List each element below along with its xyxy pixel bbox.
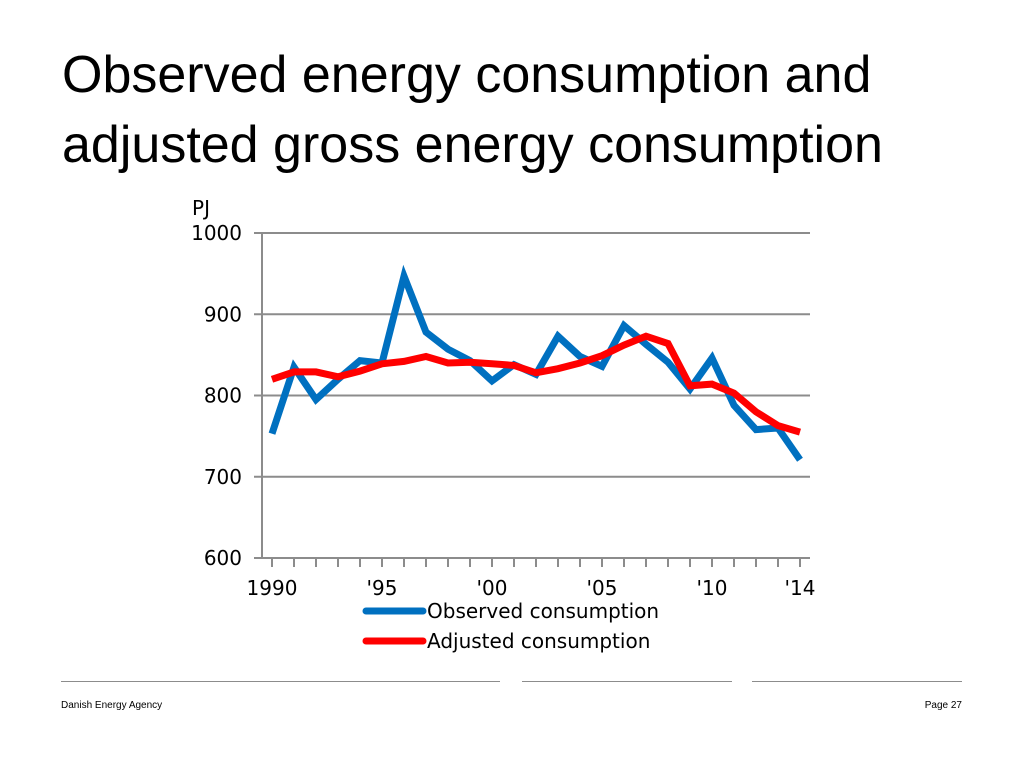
x-tick-label: '05 <box>587 576 618 600</box>
x-tick-label: 1990 <box>247 576 298 600</box>
x-tick-label: '00 <box>477 576 508 600</box>
series-line-adjusted <box>270 332 801 436</box>
x-tick-label: '14 <box>785 576 816 600</box>
slide-title-line-1: Observed energy consumption and <box>62 46 872 104</box>
slide-title: Observed energy consumption and adjusted… <box>62 40 982 180</box>
legend-label-adjusted: Adjusted consumption <box>427 629 650 653</box>
x-tick-label: '95 <box>367 576 398 600</box>
x-tick-label: '10 <box>697 576 728 600</box>
y-tick-label: 900 <box>204 302 242 326</box>
footer-page-number: Page 27 <box>924 700 962 711</box>
footer-rule-right <box>752 681 962 682</box>
slide-title-line-2: adjusted gross energy consumption <box>62 116 883 174</box>
footer-organization: Danish Energy Agency <box>61 700 163 711</box>
y-axis-label: PJ <box>192 196 210 220</box>
y-tick-label: 800 <box>204 384 242 408</box>
series-line-observed <box>268 264 803 462</box>
y-tick-label: 600 <box>204 546 242 570</box>
y-tick-label: 1000 <box>191 221 242 245</box>
series-lines <box>268 264 803 462</box>
y-tick-label: 700 <box>204 465 242 489</box>
gridlines <box>262 232 810 478</box>
footer-rule-middle <box>522 681 732 682</box>
legend-label-observed: Observed consumption <box>427 599 659 623</box>
footer-rule-left <box>61 681 500 682</box>
legend: Observed consumption Adjusted consumption <box>362 599 659 653</box>
